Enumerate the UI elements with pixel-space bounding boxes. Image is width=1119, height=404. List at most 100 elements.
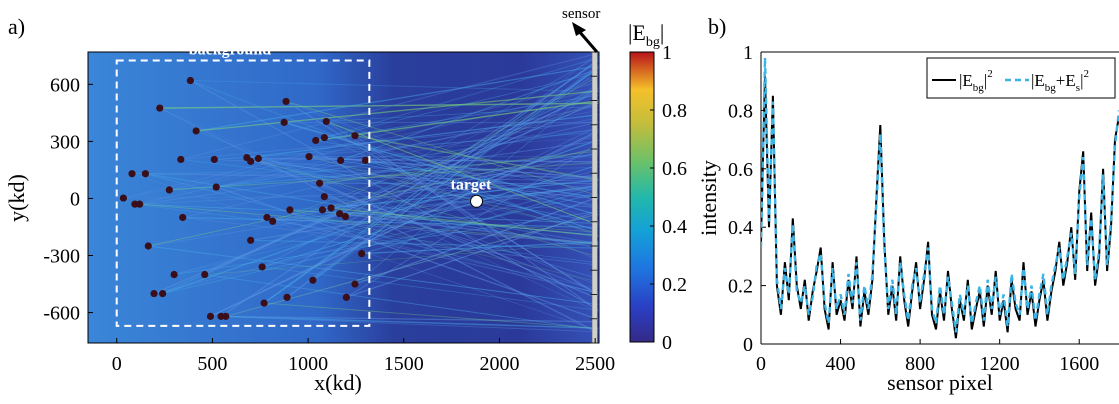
colorbar-tick-label: 0.8 xyxy=(662,100,687,122)
x-tick-label-a: 1000 xyxy=(288,353,328,375)
ray-streak xyxy=(322,147,599,211)
x-axis-label-a: x(kd) xyxy=(314,370,362,395)
ray-streak xyxy=(162,192,599,295)
ray-streak xyxy=(214,137,599,160)
axes-b: 0 400 800 1200 1600 0 0.2 0.4 0.6 0.8 1 xyxy=(728,42,1119,375)
ray-streak xyxy=(319,150,599,184)
y-axis-label-a: y(kd) xyxy=(4,174,29,222)
ray-streak xyxy=(354,196,599,285)
scatterer-point xyxy=(212,183,220,191)
ray-streak xyxy=(220,60,599,317)
y-tick-label-a: 0 xyxy=(70,188,80,210)
ray-streak xyxy=(262,266,599,311)
ray-streak xyxy=(272,186,599,222)
scatterer-point xyxy=(341,212,350,221)
ray-streak xyxy=(285,100,599,224)
ray-streak xyxy=(159,102,599,109)
ray-streak xyxy=(131,173,599,332)
ray-streak xyxy=(308,155,599,179)
scatterer-point xyxy=(336,210,344,218)
scatterer-point xyxy=(315,179,324,187)
ray-streak xyxy=(190,80,599,93)
ray-streak xyxy=(196,130,599,286)
ray-streak xyxy=(319,182,599,300)
scatterer-point xyxy=(156,104,164,112)
y-tick-label-b: 0.2 xyxy=(728,276,753,298)
panel-label-b: b) xyxy=(708,14,726,39)
ray-streak xyxy=(123,81,599,199)
ray-streak xyxy=(340,68,599,161)
ray-streak xyxy=(286,52,599,298)
ray-streak xyxy=(250,160,599,200)
scatterer-point xyxy=(361,156,370,165)
scatterer-point xyxy=(254,154,262,163)
ray-streak xyxy=(345,75,599,217)
ray-streak xyxy=(326,105,599,122)
scatterer-point xyxy=(247,157,255,165)
scatterer-point xyxy=(351,132,359,140)
ray-streak xyxy=(159,107,599,313)
scatterer-point xyxy=(282,97,290,106)
ray-streak xyxy=(315,140,599,192)
ray-streak xyxy=(221,315,599,323)
ray-streak xyxy=(246,157,599,258)
legend-label-bg: |Ebg|2 xyxy=(959,68,993,94)
colorbar xyxy=(629,51,655,343)
ray-streak xyxy=(250,239,599,249)
ray-streak xyxy=(258,158,599,335)
ray-streak xyxy=(214,158,599,181)
ray-streak xyxy=(180,52,599,161)
ray-streak xyxy=(190,79,599,238)
scatterer-point xyxy=(136,200,144,208)
ray-streak xyxy=(322,74,599,211)
ray-streak xyxy=(123,194,599,199)
scatterer-point xyxy=(192,127,200,135)
ray-streak xyxy=(204,90,599,276)
ray-streak xyxy=(182,217,599,266)
background-label: background xyxy=(189,42,272,59)
ray-streak xyxy=(361,186,599,255)
ray-streak xyxy=(365,159,599,232)
colorbar-tick-label: 1 xyxy=(662,42,672,64)
ray-streak xyxy=(174,169,599,275)
ray-streak xyxy=(162,139,599,295)
scatterer-point xyxy=(177,155,185,164)
scatterer-point xyxy=(201,270,209,279)
ray-streak xyxy=(326,121,599,297)
ray-streak xyxy=(286,63,599,298)
series-line-total xyxy=(761,57,1119,333)
ray-streak xyxy=(153,184,599,295)
y-tick-label-a: 300 xyxy=(50,131,80,153)
field-background xyxy=(88,52,599,343)
x-tick-label-a: 2000 xyxy=(479,353,519,375)
ray-streak xyxy=(196,65,599,132)
y-tick-label-b: 0 xyxy=(743,334,753,356)
scatterer-point xyxy=(337,156,345,165)
x-tick-label-b: 1200 xyxy=(980,353,1020,375)
y-tick-label-b: 0.4 xyxy=(728,217,753,239)
scatterer-point xyxy=(286,206,294,214)
colorbar-tick-label: 0.4 xyxy=(662,216,687,238)
ray-streak xyxy=(145,173,599,178)
sensor-arrow-shaft xyxy=(576,29,599,53)
scatterer-point xyxy=(260,299,268,307)
x-tick-label-a: 1500 xyxy=(384,353,424,375)
series-line-bg xyxy=(761,75,1119,339)
ray-streak xyxy=(216,186,599,321)
background-region-box xyxy=(115,59,371,327)
scatterer-point xyxy=(150,289,158,298)
y-tick-label-a: -600 xyxy=(43,303,80,325)
x-tick-label-b: 0 xyxy=(756,353,766,375)
ray-streak xyxy=(266,217,599,245)
scatterer-point xyxy=(342,293,350,301)
scatterer-point xyxy=(327,204,335,212)
y-tick-label-a: -300 xyxy=(43,246,80,268)
scatterer-point xyxy=(309,276,317,284)
ray-streaks xyxy=(123,52,599,335)
ray-streak xyxy=(258,158,599,223)
ray-streak xyxy=(331,179,599,209)
colorbar-tick-label: 0 xyxy=(662,332,672,354)
ray-streak xyxy=(134,203,599,264)
ray-streak xyxy=(180,159,599,209)
scatterer-point xyxy=(269,217,277,225)
